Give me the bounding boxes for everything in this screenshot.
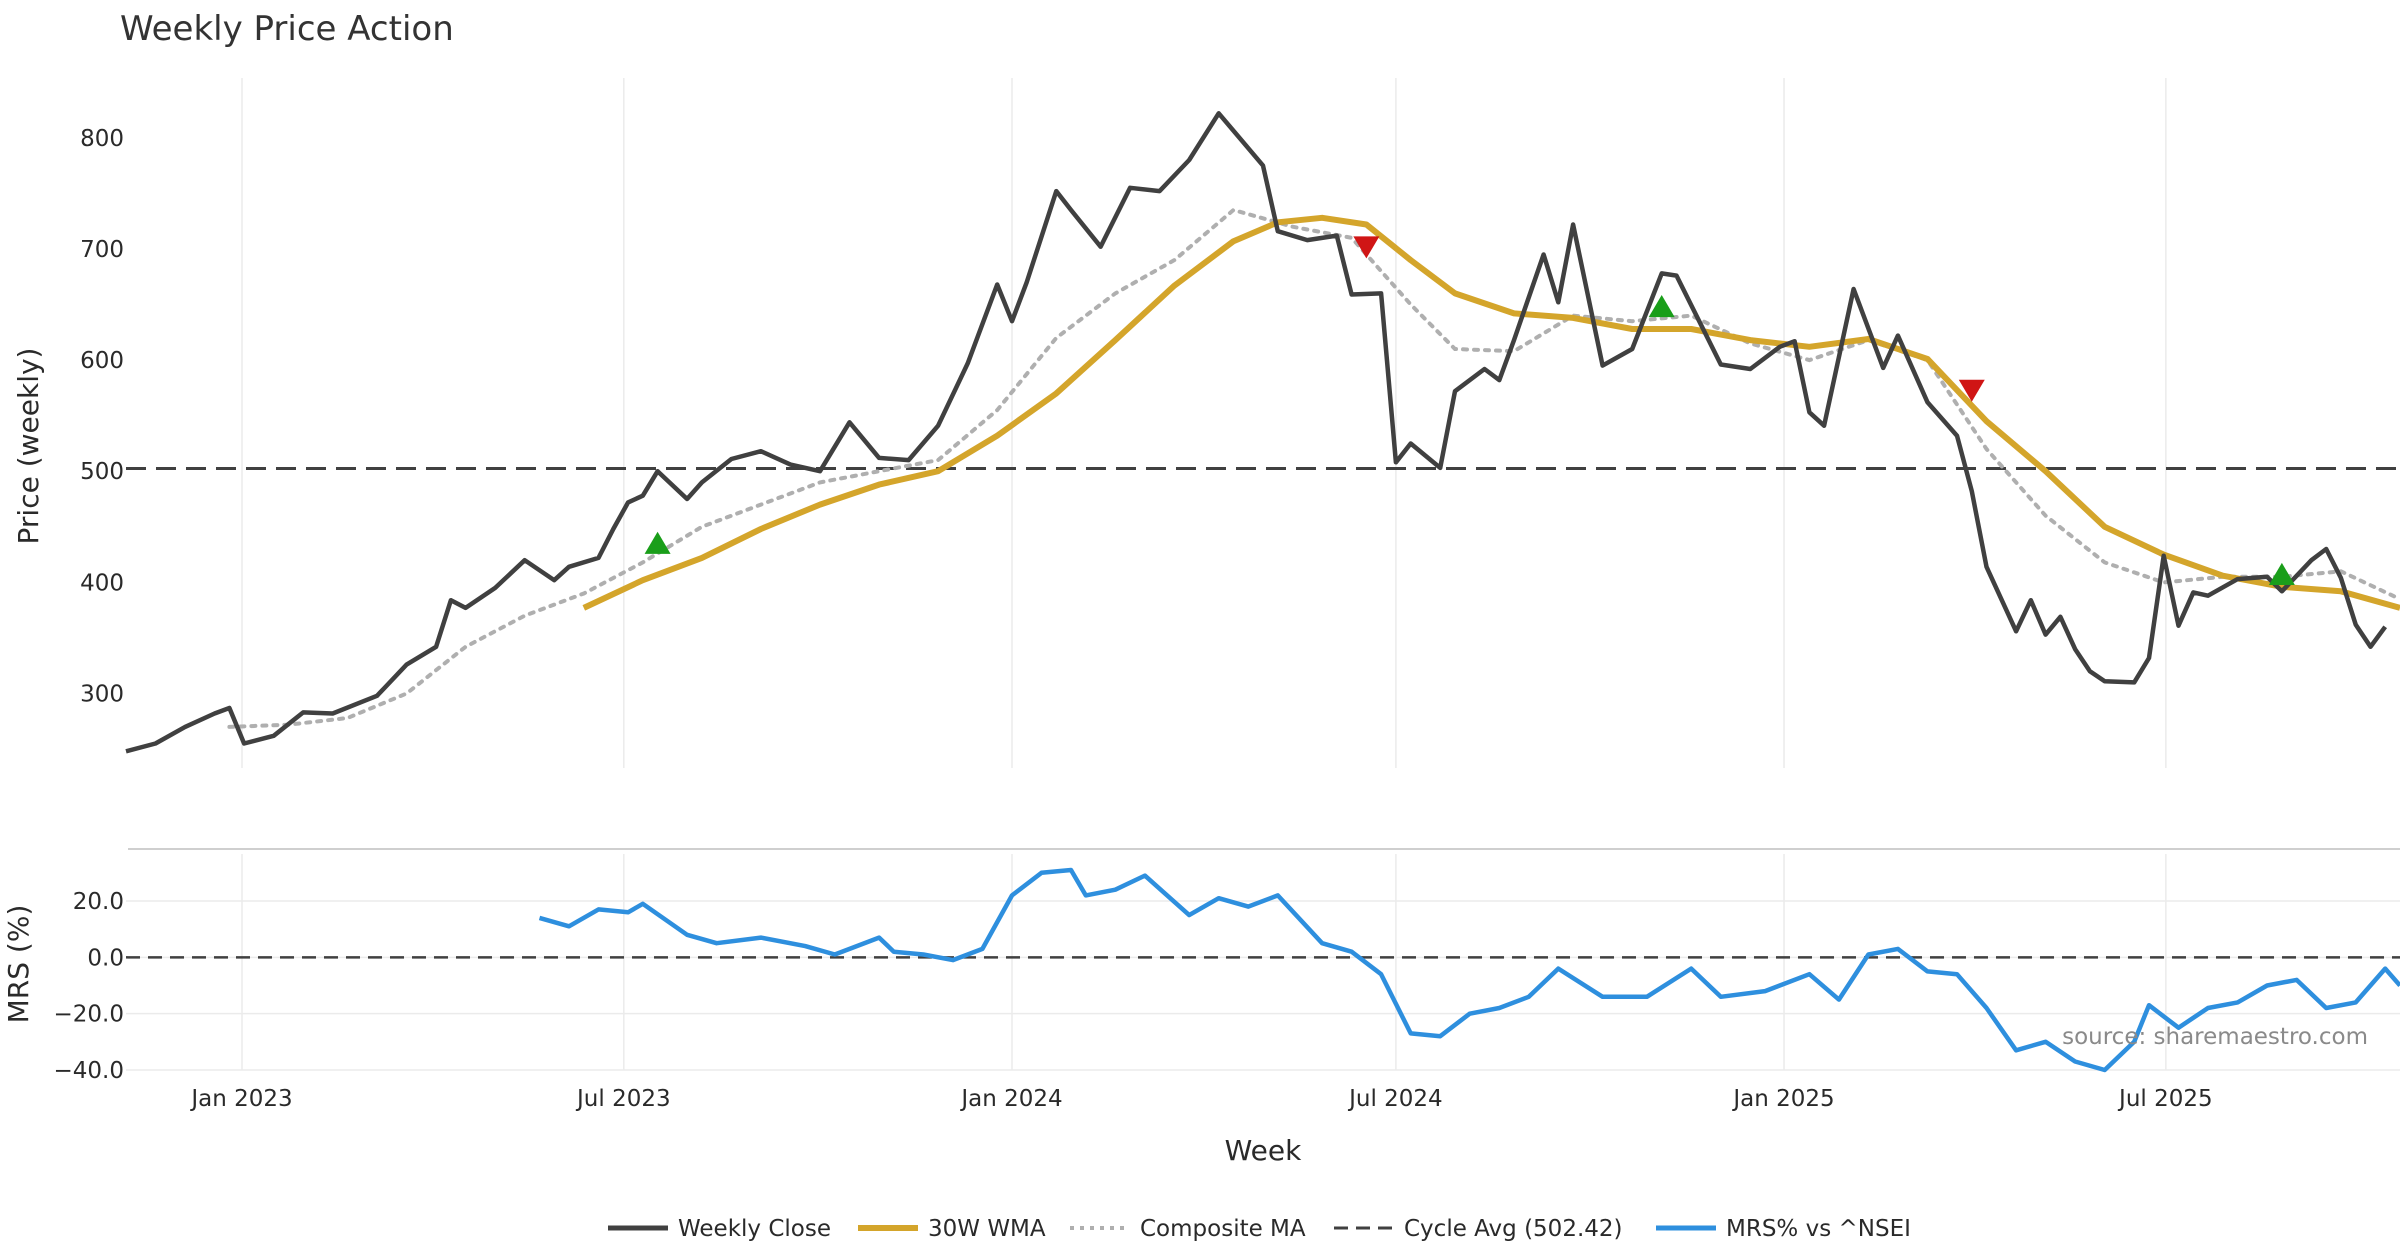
- mrs-y-tick-label: 0.0: [87, 945, 124, 971]
- mrs-line: [538, 867, 2400, 1073]
- x-axis: Jan 2023 Jul 2023 Jan 2024 Jul 2024 Jan 2025…: [189, 1086, 2212, 1112]
- composite-ma-line: [227, 207, 2400, 729]
- x-tick-label: Jul 2023: [575, 1086, 671, 1112]
- legend-label: MRS% vs ^NSEI: [1726, 1216, 1911, 1242]
- mrs-y-tick-label: 20.0: [73, 889, 124, 915]
- price-y-axis: 300 400 500 600 700 800: [80, 126, 124, 708]
- legend-label: Weekly Close: [678, 1216, 831, 1242]
- price-axis-label: Price (weekly): [12, 348, 45, 545]
- buy-signal-marker: [644, 531, 671, 554]
- signal-markers: [644, 236, 2295, 586]
- x-tick-label: Jul 2025: [2117, 1086, 2213, 1112]
- wma-30w-line: [582, 214, 2400, 611]
- buy-signal-marker: [2268, 562, 2295, 586]
- mrs-y-tick-label: −20.0: [54, 1002, 124, 1028]
- x-tick-label: Jul 2024: [1347, 1086, 1443, 1112]
- price-y-tick-label: 600: [80, 348, 124, 374]
- weekly-close-line: [125, 111, 2388, 754]
- price-y-tick-label: 800: [80, 126, 124, 152]
- legend-item: Composite MA: [1070, 1216, 1306, 1242]
- legend-item: Weekly Close: [608, 1216, 831, 1242]
- mrs-y-axis: −40.0 −20.0 0.0 20.0: [54, 889, 124, 1084]
- x-tick-label: Jan 2024: [959, 1086, 1062, 1112]
- x-tick-label: Jan 2023: [189, 1086, 292, 1112]
- source-note: source: sharemaestro.com: [2062, 1024, 2368, 1050]
- mrs-y-tick-label: −40.0: [54, 1058, 124, 1084]
- chart-title: Weekly Price Action: [120, 9, 454, 49]
- legend-label: Cycle Avg (502.42): [1404, 1216, 1623, 1242]
- x-axis-label: Week: [1225, 1134, 1302, 1167]
- price-y-tick-label: 500: [80, 459, 124, 485]
- price-y-tick-label: 300: [80, 682, 124, 708]
- legend-item: MRS% vs ^NSEI: [1656, 1216, 1911, 1242]
- legend-label: Composite MA: [1140, 1216, 1306, 1242]
- price-y-tick-label: 700: [80, 237, 124, 263]
- sell-signal-marker: [1958, 379, 1985, 402]
- mrs-axis-label: MRS (%): [2, 905, 35, 1024]
- buy-signal-marker: [1648, 295, 1675, 318]
- legend-item: Cycle Avg (502.42): [1334, 1216, 1623, 1242]
- legend: Weekly Close 30W WMA Composite MA Cycle Avg…: [608, 1216, 1911, 1242]
- sell-signal-marker: [1353, 236, 1380, 259]
- x-tick-label: Jan 2025: [1731, 1086, 1834, 1112]
- price-y-tick-label: 400: [80, 570, 124, 596]
- legend-item: 30W WMA: [858, 1216, 1046, 1242]
- legend-label: 30W WMA: [928, 1216, 1046, 1242]
